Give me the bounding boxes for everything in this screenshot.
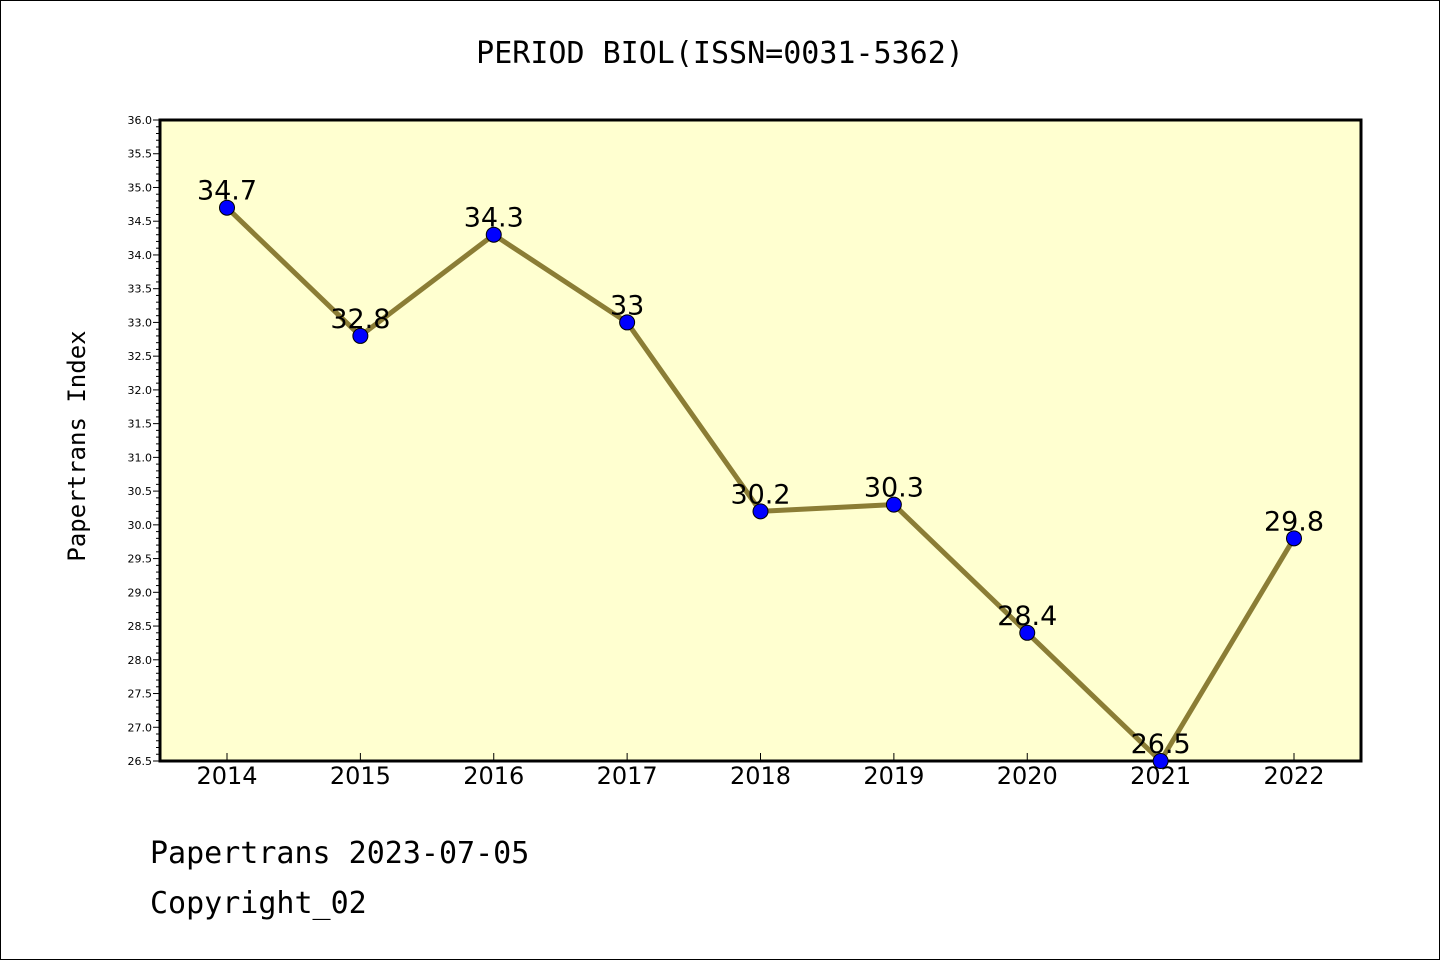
data-point [1152, 753, 1169, 769]
y-axis: 26.5 27.0 27.5 28.0 28.5 29.0 29.5 30.0 30.5 31.0… [128, 114, 160, 768]
y-tick-label: 27.0 [128, 721, 153, 734]
x-tick-label: 2014 [196, 762, 257, 790]
data-label: 32.8 [330, 304, 390, 335]
y-tick-label: 29.0 [128, 586, 153, 599]
y-tick-label: 29.5 [128, 553, 153, 566]
data-label: 33 [610, 290, 644, 321]
y-tick-label: 32.0 [128, 384, 153, 397]
y-tick-label: 27.5 [128, 688, 153, 701]
y-tick-label: 33.5 [128, 283, 153, 296]
data-point [885, 496, 902, 513]
y-tick-label: 31.0 [128, 451, 153, 464]
y-tick-label: 34.5 [128, 215, 153, 228]
y-tick-label: 35.0 [128, 181, 153, 194]
data-label: 29.8 [1264, 506, 1324, 537]
data-label: 26.5 [1131, 729, 1191, 760]
y-tick-label: 31.5 [128, 418, 153, 431]
x-tick-label: 2016 [463, 762, 524, 790]
data-point [619, 314, 636, 331]
x-tick-label: 2017 [597, 762, 658, 790]
x-tick-label: 2019 [863, 762, 924, 790]
footer-date: Papertrans 2023-07-05 [150, 836, 530, 871]
data-labels: 34.7 32.8 34.3 33 30.2 30.3 28.4 26.5 29.8 [197, 176, 1324, 760]
x-tick-label: 2022 [1263, 762, 1324, 790]
y-tick-label: 33.0 [128, 316, 153, 329]
chart-title: PERIOD BIOL(ISSN=0031-5362) [476, 36, 964, 71]
y-tick-label: 30.5 [128, 485, 153, 498]
data-point [352, 327, 369, 344]
data-point [752, 503, 769, 520]
plot-area [158, 118, 1363, 763]
y-tick-label: 32.5 [128, 350, 153, 363]
y-tick-label: 30.0 [128, 519, 153, 532]
data-label: 30.3 [864, 473, 924, 504]
x-tick-label: 2020 [997, 762, 1058, 790]
x-axis: 2014 2015 2016 2017 2018 2019 2020 2021 2022 [196, 753, 1325, 790]
x-tick-label: 2018 [730, 762, 791, 790]
y-tick-label: 28.0 [128, 654, 153, 667]
data-point [485, 226, 502, 243]
x-tick-label: 2015 [330, 762, 391, 790]
data-point [219, 199, 235, 216]
y-tick-label: 34.0 [128, 249, 153, 262]
data-label: 28.4 [997, 601, 1057, 632]
y-tick-label: 28.5 [128, 620, 153, 633]
data-label: 34.3 [464, 203, 524, 234]
data-label: 34.7 [197, 176, 257, 207]
y-tick-label: 36.0 [128, 114, 153, 127]
series-points [219, 199, 1302, 769]
data-point [1019, 624, 1036, 641]
data-point [1286, 530, 1302, 547]
y-tick-label: 26.5 [128, 755, 153, 768]
y-tick-label: 35.5 [128, 148, 153, 161]
data-label: 30.2 [730, 479, 790, 510]
footer-copyright: Copyright_02 [150, 886, 367, 921]
